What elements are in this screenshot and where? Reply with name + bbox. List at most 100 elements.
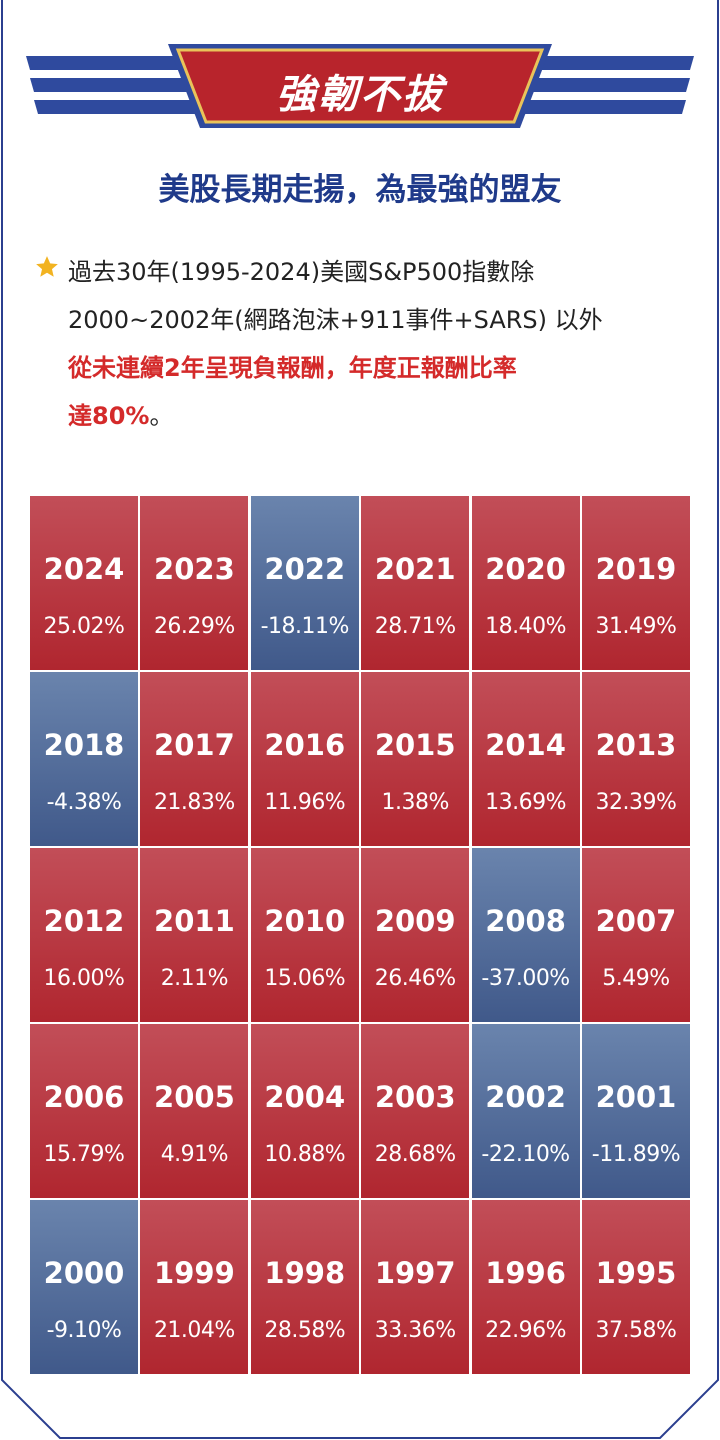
title-banner xyxy=(26,44,694,128)
year-label: 2010 xyxy=(264,904,346,938)
year-label: 1997 xyxy=(374,1256,456,1290)
return-cell-2002: 2002 -22.10% xyxy=(471,1024,580,1198)
year-label: 2012 xyxy=(43,904,125,938)
return-cell-2021: 2021 28.71% xyxy=(361,496,470,670)
note-line-4: 達80%。 xyxy=(68,392,684,440)
return-cell-2004: 2004 10.88% xyxy=(250,1024,359,1198)
year-label: 2004 xyxy=(264,1080,346,1114)
return-value: 28.58% xyxy=(264,1318,346,1343)
return-value: 11.96% xyxy=(264,790,346,815)
year-label: 2021 xyxy=(374,552,456,586)
year-label: 2022 xyxy=(264,552,346,586)
return-value: 15.79% xyxy=(43,1142,125,1167)
note-text: 過去30年(1995-2024)美國S&P500指數除 2000~2002年(網… xyxy=(68,248,684,440)
return-value: 26.29% xyxy=(153,614,235,639)
return-cell-2022: 2022 -18.11% xyxy=(250,496,359,670)
year-label: 1996 xyxy=(485,1256,566,1290)
note-highlight-1: 從未連續2年呈現負報酬，年度正報酬比率 xyxy=(68,354,517,382)
return-cell-2000: 2000 -9.10% xyxy=(30,1200,138,1374)
return-value: 21.04% xyxy=(153,1318,235,1343)
return-value: -18.11% xyxy=(260,614,350,639)
year-label: 2015 xyxy=(374,728,456,762)
year-label: 2007 xyxy=(595,904,677,938)
return-value: 22.96% xyxy=(485,1318,566,1343)
return-cell-2010: 2010 15.06% xyxy=(250,848,359,1022)
return-cell-2014: 2014 13.69% xyxy=(471,672,580,846)
returns-grid: 2024 25.02% 2023 26.29% 2022 -18.11% 2021 28.71… xyxy=(30,496,690,1376)
return-cell-2016: 2016 11.96% xyxy=(250,672,359,846)
year-label: 2013 xyxy=(595,728,677,762)
return-cell-2015: 2015 1.38% xyxy=(361,672,470,846)
year-label: 2005 xyxy=(154,1080,235,1114)
year-label: 1999 xyxy=(154,1256,235,1290)
return-cell-2009: 2009 26.46% xyxy=(361,848,470,1022)
return-cell-2012: 2012 16.00% xyxy=(30,848,138,1022)
return-value: -37.00% xyxy=(481,966,570,991)
return-value: 21.83% xyxy=(153,790,235,815)
return-cell-2001: 2001 -11.89% xyxy=(581,1024,690,1198)
note-line-2: 2000~2002年(網路泡沫+911事件+SARS) 以外 xyxy=(68,306,603,334)
return-value: 33.36% xyxy=(374,1318,456,1343)
return-value: 18.40% xyxy=(485,614,566,639)
star-icon xyxy=(36,256,58,277)
return-value: 4.91% xyxy=(160,1142,229,1167)
return-cell-2003: 2003 28.68% xyxy=(361,1024,470,1198)
return-value: 5.49% xyxy=(602,966,670,991)
return-cell-2005: 2005 4.91% xyxy=(140,1024,249,1198)
year-label: 2016 xyxy=(264,728,346,762)
year-label: 2008 xyxy=(485,904,566,938)
year-label: 2006 xyxy=(43,1080,125,1114)
year-label: 2017 xyxy=(154,728,235,762)
return-cell-1996: 1996 22.96% xyxy=(471,1200,580,1374)
return-cell-2018: 2018 -4.38% xyxy=(30,672,138,846)
note-highlight-2: 達80% xyxy=(68,402,150,430)
return-cell-2023: 2023 26.29% xyxy=(140,496,249,670)
return-cell-2006: 2006 15.79% xyxy=(30,1024,138,1198)
year-label: 2020 xyxy=(485,552,566,586)
return-value: 28.71% xyxy=(374,614,456,639)
year-label: 2014 xyxy=(485,728,566,762)
year-label: 1995 xyxy=(595,1256,677,1290)
return-cell-2013: 2013 32.39% xyxy=(581,672,690,846)
return-cell-2008: 2008 -37.00% xyxy=(471,848,580,1022)
year-label: 2000 xyxy=(43,1256,125,1290)
year-label: 2019 xyxy=(595,552,677,586)
note-ending: 。 xyxy=(149,402,174,430)
return-value: 15.06% xyxy=(264,966,346,991)
year-label: 2018 xyxy=(43,728,125,762)
return-cell-1998: 1998 28.58% xyxy=(250,1200,359,1374)
return-value: 28.68% xyxy=(374,1142,456,1167)
return-value: 10.88% xyxy=(264,1142,346,1167)
return-value: 1.38% xyxy=(381,790,449,815)
return-cell-2007: 2007 5.49% xyxy=(581,848,690,1022)
return-value: 37.58% xyxy=(595,1318,677,1343)
return-cell-2024: 2024 25.02% xyxy=(30,496,138,670)
return-cell-2019: 2019 31.49% xyxy=(581,496,690,670)
return-value: 2.11% xyxy=(160,966,229,991)
return-value: -4.38% xyxy=(46,790,122,815)
return-value: 26.46% xyxy=(374,966,456,991)
return-value: 16.00% xyxy=(43,966,125,991)
banner-title: 強韌不拔 xyxy=(276,72,444,118)
return-cell-1997: 1997 33.36% xyxy=(361,1200,470,1374)
return-cell-2020: 2020 18.40% xyxy=(471,496,580,670)
return-cell-2011: 2011 2.11% xyxy=(140,848,249,1022)
return-cell-1995: 1995 37.58% xyxy=(581,1200,690,1374)
year-label: 2024 xyxy=(43,552,125,586)
year-label: 2009 xyxy=(374,904,456,938)
return-value: -22.10% xyxy=(481,1142,570,1167)
year-label: 2011 xyxy=(154,904,235,938)
return-cell-1999: 1999 21.04% xyxy=(140,1200,249,1374)
return-value: 13.69% xyxy=(485,790,566,815)
return-value: -9.10% xyxy=(46,1318,122,1343)
return-value: -11.89% xyxy=(591,1142,681,1167)
note-block: 過去30年(1995-2024)美國S&P500指數除 2000~2002年(網… xyxy=(34,248,684,440)
return-value: 32.39% xyxy=(595,790,677,815)
return-value: 25.02% xyxy=(43,614,125,639)
year-label: 2002 xyxy=(485,1080,566,1114)
year-label: 2003 xyxy=(374,1080,456,1114)
year-label: 2001 xyxy=(595,1080,677,1114)
note-line-1: 過去30年(1995-2024)美國S&P500指數除 xyxy=(68,258,535,286)
year-label: 1998 xyxy=(264,1256,346,1290)
